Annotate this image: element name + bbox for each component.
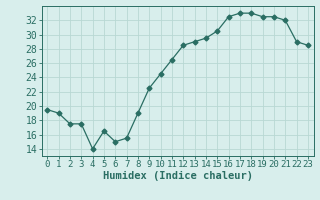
X-axis label: Humidex (Indice chaleur): Humidex (Indice chaleur) — [103, 171, 252, 181]
